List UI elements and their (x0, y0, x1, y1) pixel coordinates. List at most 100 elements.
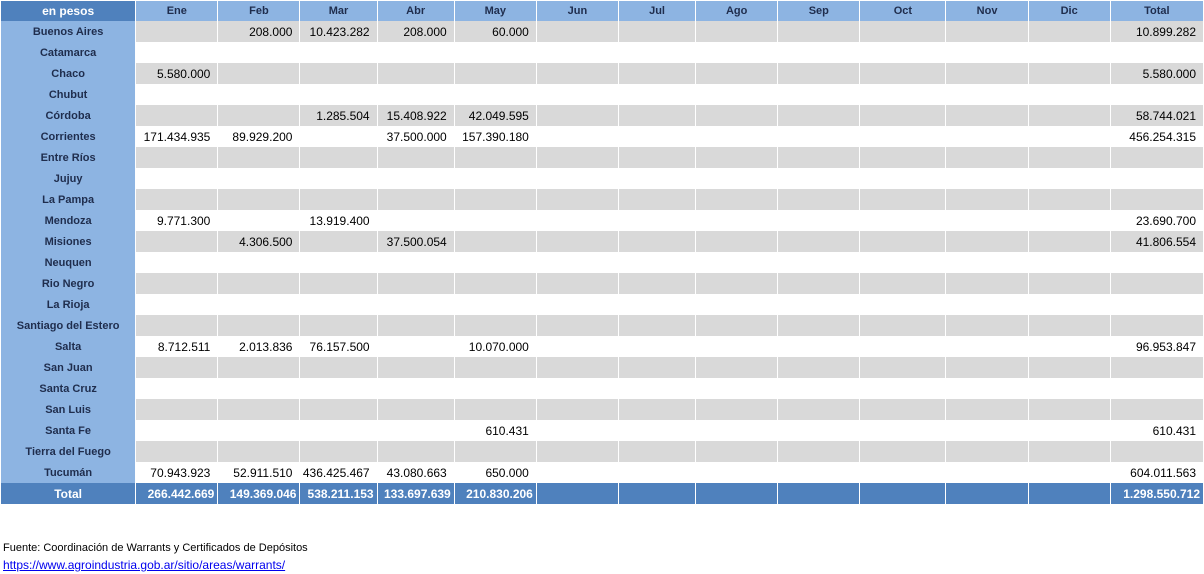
table-cell (946, 336, 1028, 357)
table-cell (218, 294, 300, 315)
table-cell (536, 378, 618, 399)
table-row: Tucumán 70.943.923 52.911.510 436.425.467 43… (1, 462, 1203, 483)
table-cell (136, 147, 218, 168)
table-cell (778, 399, 860, 420)
table-cell (618, 420, 696, 441)
table-cell (618, 252, 696, 273)
warrants-table: en pesos Ene Feb Mar Abr May Jun Jul Ago Sep Oct N… (1, 0, 1203, 504)
province-label: Neuquen (1, 252, 136, 273)
column-header: Ene (136, 0, 218, 21)
table-cell (860, 462, 946, 483)
table-cell (618, 399, 696, 420)
table-row: San Juan (1, 357, 1203, 378)
table-cell (136, 399, 218, 420)
table-cell: 42.049.595 (454, 105, 536, 126)
table-cell (536, 399, 618, 420)
table-cell (1028, 273, 1110, 294)
table-cell (377, 315, 454, 336)
table-cell (778, 21, 860, 42)
table-cell (1028, 315, 1110, 336)
province-label: Catamarca (1, 42, 136, 63)
table-cell (946, 462, 1028, 483)
province-label: San Luis (1, 399, 136, 420)
table-cell (454, 84, 536, 105)
column-header: Total (1110, 0, 1203, 21)
total-cell (778, 483, 860, 504)
table-cell: 43.080.663 (377, 462, 454, 483)
table-cell (946, 231, 1028, 252)
table-cell (377, 420, 454, 441)
table-cell (536, 189, 618, 210)
table-cell: 208.000 (377, 21, 454, 42)
table-cell (696, 42, 778, 63)
table-cell (778, 315, 860, 336)
table-cell (300, 84, 377, 105)
table-cell (778, 357, 860, 378)
table-cell (1110, 378, 1203, 399)
table-cell (860, 399, 946, 420)
table-cell: 208.000 (218, 21, 300, 42)
total-cell: 1.298.550.712 (1110, 483, 1203, 504)
province-label: Entre Ríos (1, 147, 136, 168)
table-cell (946, 252, 1028, 273)
table-cell (860, 273, 946, 294)
table-cell: 10.899.282 (1110, 21, 1203, 42)
column-header: May (454, 0, 536, 21)
table-cell (1110, 168, 1203, 189)
table-cell (860, 189, 946, 210)
table-cell (778, 231, 860, 252)
table-cell (860, 21, 946, 42)
table-cell (136, 168, 218, 189)
table-cell (946, 441, 1028, 462)
table-cell (136, 441, 218, 462)
table-cell (618, 273, 696, 294)
table-cell (377, 168, 454, 189)
table-cell (696, 231, 778, 252)
table-cell (860, 336, 946, 357)
table-cell (454, 378, 536, 399)
source-link[interactable]: https://www.agroindustria.gob.ar/sitio/a… (3, 558, 286, 572)
table-cell (1028, 42, 1110, 63)
province-label: Tucumán (1, 462, 136, 483)
table-cell (1028, 168, 1110, 189)
table-cell (778, 378, 860, 399)
column-header: Jul (618, 0, 696, 21)
table-cell (860, 378, 946, 399)
table-cell (946, 357, 1028, 378)
table-cell (696, 399, 778, 420)
table-cell (377, 378, 454, 399)
table-row: Mendoza 9.771.300 13.919.400 23.690.700 (1, 210, 1203, 231)
table-cell (618, 210, 696, 231)
table-cell: 96.953.847 (1110, 336, 1203, 357)
table-cell: 456.254.315 (1110, 126, 1203, 147)
table-cell (218, 420, 300, 441)
table-cell: 37.500.000 (377, 126, 454, 147)
table-cell (946, 105, 1028, 126)
table-cell: 10.070.000 (454, 336, 536, 357)
table-cell (536, 210, 618, 231)
table-cell (377, 294, 454, 315)
table-cell (454, 189, 536, 210)
table-cell (300, 357, 377, 378)
total-cell (696, 483, 778, 504)
table-cell (1028, 441, 1110, 462)
table-cell (1028, 231, 1110, 252)
table-cell (860, 147, 946, 168)
table-cell (136, 357, 218, 378)
table-cell (218, 147, 300, 168)
table-cell (1028, 336, 1110, 357)
table-cell (618, 168, 696, 189)
table-row: Neuquen (1, 252, 1203, 273)
table-cell (218, 441, 300, 462)
province-label: La Rioja (1, 294, 136, 315)
table-cell (300, 252, 377, 273)
table-cell (778, 189, 860, 210)
table-cell (536, 252, 618, 273)
table-cell: 436.425.467 (300, 462, 377, 483)
table-cell: 171.434.935 (136, 126, 218, 147)
table-cell (454, 63, 536, 84)
table-cell (1110, 294, 1203, 315)
total-cell: 538.211.153 (300, 483, 377, 504)
table-cell (618, 126, 696, 147)
table-cell (946, 168, 1028, 189)
